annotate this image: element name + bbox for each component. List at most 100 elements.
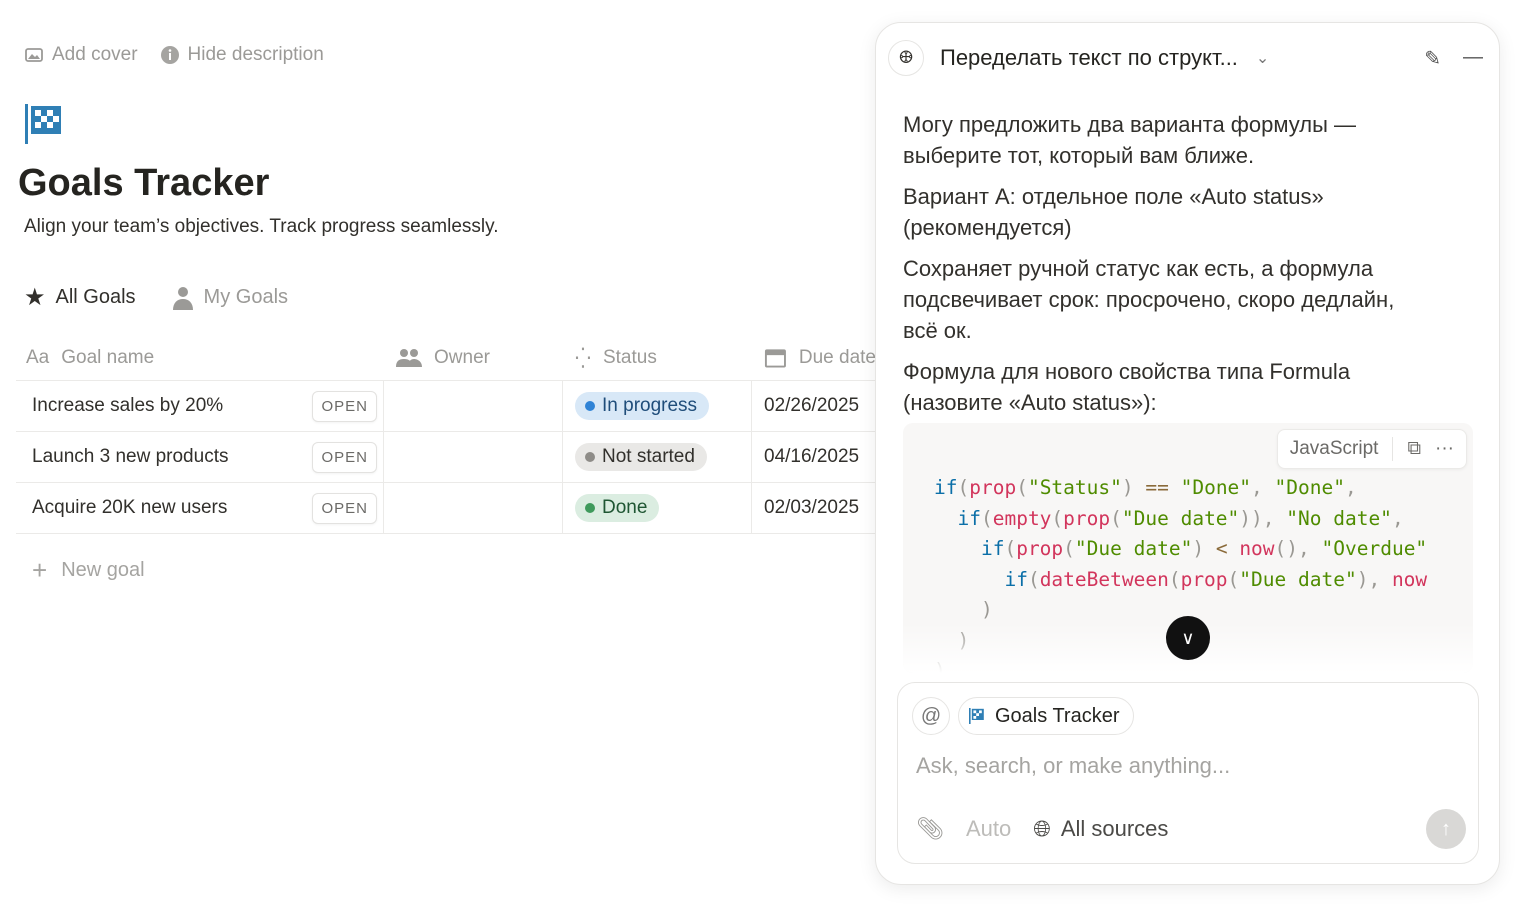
owner-cell[interactable] bbox=[384, 483, 563, 533]
code-token: if bbox=[980, 537, 1005, 560]
minimize-icon[interactable]: — bbox=[1463, 45, 1483, 68]
code-language[interactable]: JavaScript bbox=[1289, 438, 1379, 459]
code-token: "Due date" bbox=[1074, 537, 1193, 560]
assistant-avatar-icon: 𐃏 bbox=[888, 40, 924, 76]
code-token: now bbox=[1391, 567, 1428, 591]
assistant-message: Могу предложить два варианта формулы — в… bbox=[903, 112, 1395, 415]
code-token: "Due date" bbox=[1239, 567, 1357, 591]
owner-cell[interactable] bbox=[384, 381, 563, 431]
copy-icon[interactable]: ⧉ bbox=[1407, 438, 1422, 459]
code-token: ( bbox=[1227, 567, 1240, 591]
info-icon bbox=[160, 46, 179, 64]
plus-icon: + bbox=[32, 555, 48, 585]
open-button[interactable]: OPEN bbox=[312, 390, 377, 422]
tab-my-goals[interactable]: My Goals bbox=[172, 283, 288, 312]
add-cover-button[interactable]: Add cover bbox=[24, 44, 138, 66]
new-goal-button[interactable]: + New goal bbox=[32, 555, 145, 585]
chevron-down-icon[interactable]: ⌄ bbox=[1255, 50, 1270, 67]
at-icon: @ bbox=[920, 704, 942, 727]
attach-icon[interactable]: 📎︎ bbox=[916, 816, 944, 841]
goal-name-cell[interactable]: Increase sales by 20% OPEN bbox=[16, 381, 384, 431]
people-icon bbox=[396, 349, 422, 367]
open-button[interactable]: OPEN bbox=[312, 441, 377, 473]
code-token: ( bbox=[1004, 537, 1017, 560]
code-token: "Done" bbox=[1274, 476, 1345, 499]
goals-table: Aa Goal name Owner ⁛ Status Due date Incre… bbox=[16, 336, 876, 534]
code-token: ( bbox=[957, 476, 970, 499]
code-token: , bbox=[1344, 476, 1357, 499]
column-status[interactable]: ⁛ Status bbox=[575, 347, 657, 370]
code-token: prop bbox=[969, 476, 1017, 499]
code-token bbox=[1228, 537, 1240, 560]
code-toolbar: JavaScript ⧉ ··· bbox=[1276, 429, 1467, 469]
mode-selector[interactable]: Auto bbox=[965, 816, 1012, 841]
code-token: "Done" bbox=[1180, 476, 1252, 499]
tab-all-goals[interactable]: ★ All Goals bbox=[24, 284, 136, 311]
status-cell[interactable]: Done bbox=[563, 483, 752, 533]
chat-input[interactable]: Ask, search, or make anything... bbox=[916, 753, 1231, 778]
code-token: ) bbox=[1192, 537, 1216, 560]
chat-title[interactable]: Переделать текст по структ... bbox=[940, 45, 1238, 70]
mention-button[interactable]: @ bbox=[912, 697, 950, 735]
code-token bbox=[934, 507, 957, 530]
hide-description-button[interactable]: Hide description bbox=[160, 44, 324, 66]
code-token: ) bbox=[934, 598, 993, 621]
flag-icon bbox=[25, 104, 61, 144]
more-icon[interactable]: ··· bbox=[1435, 438, 1454, 459]
code-token: ( bbox=[1063, 537, 1075, 560]
code-token: , bbox=[1391, 506, 1404, 530]
code-token: ( bbox=[1051, 506, 1064, 530]
code-token: ( bbox=[1016, 476, 1028, 499]
status-badge: In progress bbox=[575, 392, 710, 420]
code-token: )), bbox=[1239, 506, 1287, 530]
code-token: "Due date" bbox=[1121, 506, 1240, 530]
due-date-cell[interactable]: 02/03/2025 bbox=[764, 497, 860, 518]
table-row[interactable]: Launch 3 new products OPEN Not started 04… bbox=[16, 432, 876, 483]
status-cell[interactable]: Not started bbox=[563, 432, 752, 482]
chevron-down-icon: ∨ bbox=[1181, 627, 1195, 648]
page-actions: Add cover Hide description bbox=[24, 44, 324, 66]
page-title: Goals Tracker bbox=[18, 162, 270, 204]
table-row[interactable]: Acquire 20K new users OPEN Done 02/03/202… bbox=[16, 483, 876, 534]
code-token: (), bbox=[1274, 537, 1322, 560]
code-token: ( bbox=[980, 506, 993, 530]
goal-name-cell[interactable]: Acquire 20K new users OPEN bbox=[16, 483, 384, 533]
column-goal-name[interactable]: Aa Goal name bbox=[26, 347, 155, 368]
scroll-down-button[interactable]: ∨ bbox=[1166, 616, 1210, 660]
code-token: ), bbox=[1356, 567, 1392, 591]
page-description: Align your team’s objectives. Track prog… bbox=[24, 216, 499, 237]
code-token: empty bbox=[992, 506, 1052, 530]
code-content: if(prop("Status") == "Done", "Done", if(… bbox=[934, 473, 1427, 673]
due-date-cell[interactable]: 02/26/2025 bbox=[764, 395, 860, 416]
code-token: "No date" bbox=[1286, 506, 1392, 530]
code-token: "Overdue" bbox=[1321, 537, 1428, 560]
globe-icon: 🌐︎ bbox=[1033, 816, 1051, 841]
column-due-date[interactable]: Due date bbox=[752, 336, 876, 380]
due-date-cell[interactable]: 04/16/2025 bbox=[764, 446, 860, 467]
code-token: "Status" bbox=[1027, 476, 1122, 499]
goal-name-cell[interactable]: Launch 3 new products OPEN bbox=[16, 432, 384, 482]
new-chat-icon[interactable]: ✎ bbox=[1424, 47, 1441, 70]
calendar-icon bbox=[764, 349, 786, 368]
code-token: if bbox=[934, 476, 958, 499]
arrow-up-icon: ↑ bbox=[1441, 817, 1451, 840]
owner-cell[interactable] bbox=[384, 432, 563, 482]
code-token: prop bbox=[1063, 506, 1111, 530]
status-cell[interactable]: In progress bbox=[563, 381, 752, 431]
code-block: if(prop("Status") == "Done", "Done", if(… bbox=[903, 423, 1473, 673]
person-icon bbox=[172, 286, 193, 310]
status-badge: Done bbox=[575, 494, 660, 522]
sources-selector[interactable]: 🌐︎ All sources bbox=[1033, 816, 1169, 841]
open-button[interactable]: OPEN bbox=[312, 492, 377, 524]
text-property-icon: Aa bbox=[26, 347, 50, 368]
table-row[interactable]: Increase sales by 20% OPEN In progress 02… bbox=[16, 381, 876, 432]
table-header: Aa Goal name Owner ⁛ Status Due date bbox=[16, 336, 876, 381]
code-token: < bbox=[1215, 537, 1228, 560]
code-token bbox=[1169, 476, 1181, 499]
code-token: prop bbox=[1180, 567, 1228, 591]
context-chip[interactable]: Goals Tracker bbox=[958, 697, 1135, 735]
column-owner[interactable]: Owner bbox=[384, 336, 563, 380]
send-button[interactable]: ↑ bbox=[1426, 809, 1466, 849]
code-token: ) bbox=[1121, 476, 1146, 499]
code-token: if bbox=[957, 506, 981, 530]
